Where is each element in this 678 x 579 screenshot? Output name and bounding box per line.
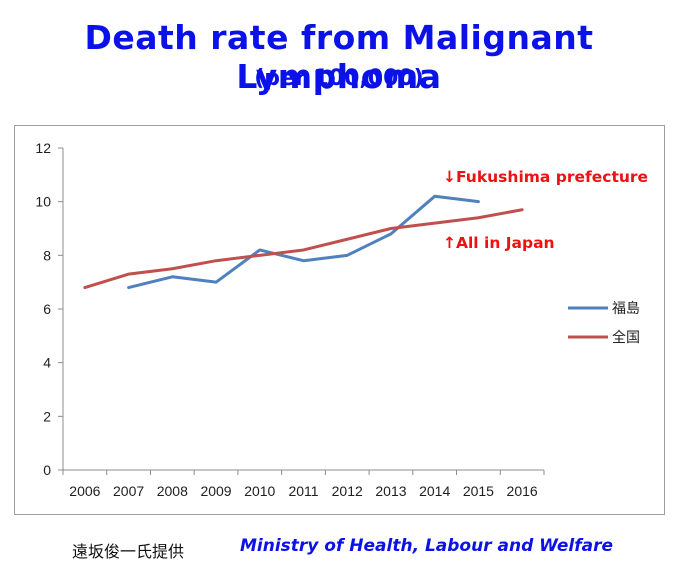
chart-frame: 0 2 4 6 8 10 12 2006 2007 2008 2009 2010 2011 2012 201…	[14, 125, 665, 515]
credit-japanese: 遠坂俊一氏提供	[72, 542, 185, 561]
y-tick-label: 0	[43, 462, 51, 478]
series-line-1	[127, 194, 480, 290]
x-tick-label: 2014	[419, 483, 450, 499]
x-tick-label: 2007	[113, 483, 144, 499]
x-tick-label: 2010	[244, 483, 275, 499]
x-tick-label: 2009	[200, 483, 231, 499]
x-tick-label: 2006	[69, 483, 100, 499]
line-chart: 0 2 4 6 8 10 12 2006 2007 2008 2009 2010 2011 2012 201…	[35, 140, 648, 499]
chart-annotation-1: ↓Fukushima prefecture	[443, 168, 648, 186]
page-title: Death rate from Malignant Lymphoma	[84, 18, 594, 96]
y-tick-label: 2	[43, 408, 51, 424]
x-tick-label: 2013	[375, 483, 406, 499]
x-tick-label: 2016	[507, 483, 538, 499]
credit-english: Ministry of Health, Labour and Welfare	[240, 536, 613, 556]
legend-label-1: 福島	[612, 301, 640, 317]
series-line-2	[83, 208, 524, 290]
x-tick-label: 2015	[463, 483, 494, 499]
chart-annotation-2: ↑All in Japan	[443, 234, 555, 252]
x-tick-label: 2011	[288, 483, 318, 499]
page-subtitle: (per 100,000)	[254, 66, 424, 91]
x-tick-label: 2012	[332, 483, 363, 499]
y-tick-label: 6	[43, 301, 51, 317]
legend-label-2: 全国	[612, 329, 640, 346]
y-tick-label: 10	[35, 194, 51, 210]
x-tick-label: 2008	[157, 483, 188, 499]
y-tick-label: 4	[43, 355, 51, 371]
y-tick-label: 8	[43, 247, 51, 263]
y-tick-label: 12	[35, 140, 51, 156]
